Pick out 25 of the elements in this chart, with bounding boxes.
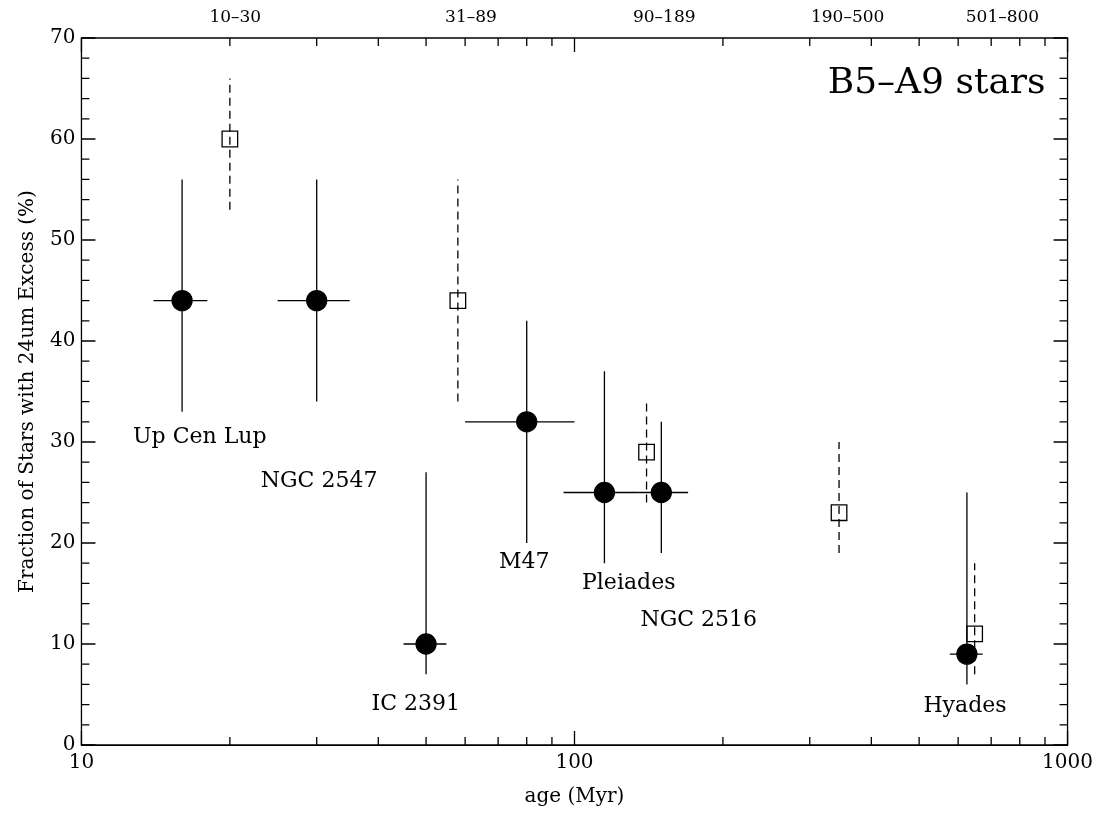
annotation: NGC 2516: [640, 605, 758, 631]
x-axis-title: age (Myr): [524, 783, 625, 808]
text: 501–800: [965, 6, 1040, 27]
annotation: IC 2391: [371, 690, 460, 716]
y-tick-label: 30: [50, 428, 76, 453]
y-tick-label: 20: [50, 529, 76, 554]
annotation: Pleiades: [582, 568, 676, 594]
text: 90–189: [632, 6, 696, 27]
annotation: M47: [498, 548, 550, 574]
annotation: Up Cen Lup: [133, 423, 267, 449]
text: B5–A9 stars: [827, 60, 1046, 102]
annotation: NGC 2547: [260, 467, 378, 493]
annotation: Hyades: [923, 691, 1007, 717]
y-tick-label: 40: [50, 327, 76, 352]
text: 10–30: [209, 6, 262, 27]
text: 31–89: [445, 6, 497, 27]
y-tick-label: 50: [50, 226, 76, 251]
y-axis-title: Fraction of Stars with 24um Excess (%): [14, 190, 39, 593]
y-tick-label: 60: [50, 125, 76, 150]
text: 190–500: [810, 6, 885, 27]
y-tick-label: 10: [50, 630, 76, 655]
y-tick-label: 70: [50, 24, 76, 49]
x-tick-label: 1000: [1042, 749, 1093, 774]
x-tick-label: 10: [68, 749, 95, 774]
x-tick-label: 100: [555, 749, 594, 774]
